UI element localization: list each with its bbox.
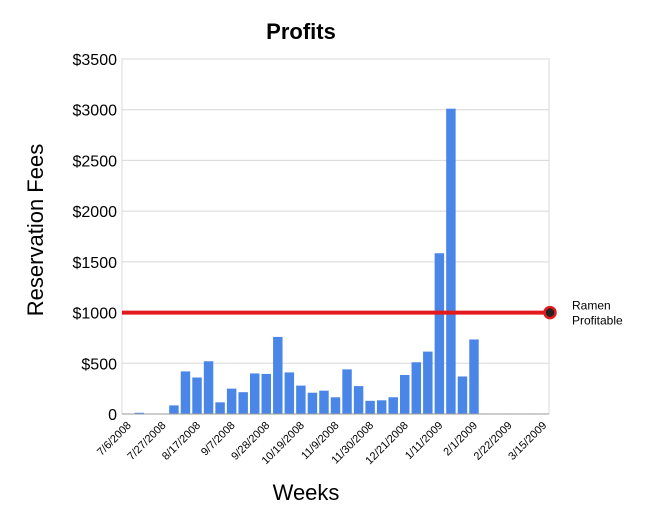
bar [169, 405, 179, 414]
bar [319, 390, 329, 414]
x-axis-title: Weeks [273, 480, 340, 505]
bar [238, 392, 248, 414]
bar [434, 253, 445, 414]
bar [215, 402, 225, 414]
bar [423, 351, 433, 414]
y-tick-label: $1500 [73, 255, 118, 272]
y-tick-label: $2000 [73, 204, 118, 221]
plot-area: 0$500$1000$1500$2000$2500$3000$35007/6/2… [73, 52, 624, 467]
threshold-label: Ramen Profitable [572, 299, 623, 328]
bar [457, 376, 468, 414]
bar [192, 377, 202, 414]
y-axis-title: Reservation Fees [23, 144, 48, 316]
bar [273, 336, 283, 414]
bar [342, 369, 352, 414]
bar [284, 372, 295, 414]
threshold-marker [543, 305, 557, 320]
y-tick-label: 0 [108, 407, 117, 424]
bar [249, 373, 260, 414]
bar [388, 397, 398, 414]
bar [353, 386, 364, 414]
bar [296, 385, 306, 414]
chart-title: Profits [266, 19, 336, 44]
y-tick-label: $2500 [73, 153, 118, 170]
bar [261, 373, 271, 414]
y-tick-label: $3000 [73, 103, 118, 120]
bar [376, 400, 387, 414]
plot-frame [121, 58, 550, 415]
bar [203, 361, 214, 414]
bar [446, 108, 456, 414]
bar [180, 371, 191, 414]
bar [307, 392, 318, 414]
x-tick-label: 3/15/2009 [506, 420, 549, 463]
y-tick-label: $1000 [73, 306, 118, 323]
bar [411, 362, 422, 414]
bar [134, 412, 145, 414]
y-tick-label: $500 [81, 356, 117, 373]
bar [226, 388, 237, 414]
y-tick-label: $3500 [73, 52, 118, 69]
bar [400, 374, 410, 414]
bar [330, 397, 341, 414]
x-tick-label: 1/11/2009 [403, 420, 446, 463]
bar [365, 400, 375, 414]
bar [469, 339, 479, 414]
